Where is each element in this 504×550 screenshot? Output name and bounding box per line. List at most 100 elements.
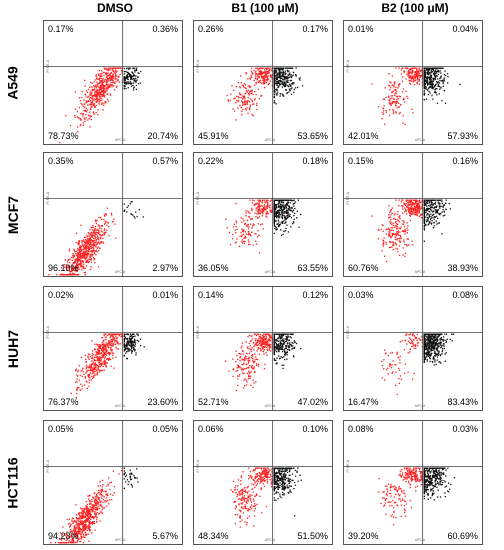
data-point-live	[402, 99, 404, 101]
data-point-live	[416, 67, 418, 69]
data-point-live	[110, 76, 112, 78]
data-point-live	[96, 355, 99, 357]
data-point-live	[410, 208, 413, 210]
data-point-live	[248, 373, 250, 375]
data-point-live	[411, 202, 414, 204]
data-point-live	[112, 76, 114, 78]
data-point-live	[391, 207, 394, 209]
data-point-apoptotic	[281, 208, 283, 210]
data-point-apoptotic	[273, 221, 275, 224]
data-point-live	[411, 73, 413, 75]
data-point-apoptotic	[286, 340, 288, 342]
data-point-apoptotic	[423, 210, 425, 212]
data-point-live	[75, 396, 77, 399]
data-point-live	[109, 67, 111, 69]
data-point-live	[97, 266, 100, 268]
data-point-live	[410, 199, 412, 201]
data-point-live	[260, 67, 262, 69]
data-point-apoptotic	[285, 221, 287, 224]
data-point-apoptotic	[291, 223, 294, 225]
data-point-apoptotic	[437, 69, 439, 71]
data-point-live	[109, 333, 111, 335]
data-point-apoptotic	[279, 95, 281, 97]
data-point-live	[261, 346, 263, 348]
data-point-live	[257, 346, 260, 349]
data-point-apoptotic	[273, 82, 275, 85]
data-point-apoptotic	[282, 79, 284, 81]
data-point-live	[414, 208, 416, 210]
data-point-apoptotic	[274, 101, 276, 103]
data-point-live	[78, 117, 80, 120]
data-point-apoptotic	[426, 88, 428, 90]
data-point-live	[80, 356, 82, 359]
data-point-live	[96, 85, 98, 87]
data-point-live	[263, 346, 265, 349]
data-point-live	[254, 339, 256, 341]
data-point-live	[270, 350, 272, 352]
data-point-live	[247, 112, 249, 114]
plot-panel: APC-A PI PE-A 0.14% 0.12% 52.71% 47.02%	[193, 286, 333, 411]
data-point-live	[232, 369, 234, 371]
data-point-apoptotic	[437, 73, 439, 75]
data-point-live	[87, 355, 89, 357]
data-point-live	[92, 234, 94, 236]
data-point-live	[262, 337, 265, 339]
data-point-apoptotic	[129, 82, 132, 84]
data-point-live	[104, 81, 106, 83]
data-point-apoptotic	[278, 201, 281, 203]
data-point-live	[421, 200, 423, 202]
data-point-live	[94, 227, 96, 230]
data-point-live	[402, 220, 405, 222]
data-point-live	[87, 357, 89, 359]
data-point-live	[104, 85, 106, 87]
data-point-live	[91, 354, 93, 357]
data-point-live	[102, 237, 104, 240]
data-point-live	[411, 211, 414, 213]
data-point-live	[388, 95, 390, 97]
data-point-live	[261, 77, 263, 79]
data-point-live	[101, 103, 103, 106]
data-point-live	[91, 94, 93, 96]
data-point-live	[100, 227, 102, 230]
data-point-live	[254, 353, 256, 355]
data-point-live	[405, 208, 407, 211]
data-point-live	[407, 199, 409, 201]
data-point-apoptotic	[440, 86, 442, 88]
data-point-live	[92, 257, 95, 259]
data-point-apoptotic	[130, 213, 133, 216]
quadrant-percentage-ul: 0.22%	[198, 156, 224, 166]
data-point-live	[263, 208, 265, 210]
data-point-live	[101, 70, 103, 72]
data-point-live	[112, 68, 114, 70]
data-point-apoptotic	[436, 217, 439, 220]
data-point-apoptotic	[273, 89, 275, 92]
data-point-live	[103, 369, 105, 371]
data-point-apoptotic	[295, 67, 297, 69]
data-point-live	[411, 203, 414, 206]
data-point-live	[103, 88, 105, 90]
data-point-apoptotic	[289, 90, 291, 92]
data-point-live	[405, 205, 408, 208]
data-point-apoptotic	[134, 335, 136, 337]
data-point-apoptotic	[423, 67, 425, 69]
data-point-live	[381, 224, 383, 226]
data-point-live	[268, 71, 270, 73]
data-point-live	[104, 220, 107, 223]
data-point-live	[260, 70, 262, 72]
data-point-live	[394, 94, 396, 96]
data-point-apoptotic	[443, 204, 445, 206]
data-point-live	[70, 268, 73, 271]
data-point-live	[401, 80, 404, 82]
data-point-live	[262, 83, 265, 85]
data-point-live	[109, 358, 111, 360]
row-label-huh7: HUH7	[5, 329, 21, 368]
data-point-apoptotic	[286, 224, 288, 226]
data-point-live	[78, 251, 81, 253]
data-point-live	[89, 369, 92, 372]
data-point-live	[117, 75, 119, 77]
data-point-live	[77, 260, 79, 263]
data-point-live	[389, 100, 391, 102]
data-point-live	[74, 381, 77, 383]
data-point-live	[86, 101, 88, 103]
data-point-apoptotic	[433, 91, 436, 93]
